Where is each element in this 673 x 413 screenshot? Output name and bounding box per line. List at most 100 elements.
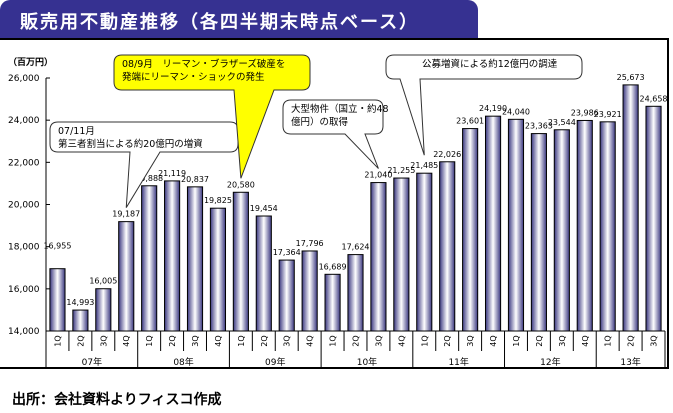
bar [95, 288, 112, 332]
bar [462, 128, 479, 332]
bar-value-label: 21,255 [387, 166, 415, 175]
bar-value-label: 24,658 [640, 94, 668, 103]
x-tick-label: 1Q [604, 335, 613, 346]
bar-value-label: 24,040 [502, 107, 530, 116]
bar [416, 172, 433, 332]
year-label: 10年 [357, 356, 377, 368]
callout-text: 発端にリーマン・ショックの発生 [122, 71, 265, 83]
bar-value-label: 20,888 [135, 174, 163, 183]
bar [209, 207, 227, 332]
bar [301, 250, 318, 332]
bar [141, 185, 158, 332]
x-tick-label: 3Q [283, 335, 292, 346]
bar-value-label: 22,026 [433, 150, 461, 159]
bar [576, 119, 593, 332]
x-tick-label: 2Q [535, 335, 544, 346]
year-label: 07年 [82, 356, 102, 368]
bar-value-label: 16,689 [319, 262, 347, 271]
x-tick-label: 1Q [512, 335, 521, 346]
bar-value-label: 14,993 [66, 298, 94, 307]
bar [255, 215, 272, 332]
x-tick-label: 4Q [306, 335, 315, 346]
title-banner: 販売用不動産推移（各四半期末時点ベース） [0, 0, 478, 38]
bar [439, 161, 456, 332]
bar [507, 118, 525, 332]
x-tick-label: 4Q [214, 335, 223, 346]
x-tick-label: 1Q [420, 335, 429, 346]
bar [484, 115, 502, 332]
bars: 16,955 14,993 16,005 19,187 20,88821,11920,8… [43, 73, 668, 332]
callout-text: 07/11月 [58, 126, 95, 137]
y-tick-label: 20,000 [8, 201, 40, 211]
callout-text: 公募増資による約12億円の調達 [422, 58, 558, 70]
y-tick-label: 26,000 [8, 74, 40, 84]
bar [278, 259, 295, 332]
bar [186, 186, 204, 332]
x-axis: 1Q 2Q 3Q 4Q 1Q 2Q 3Q 4Q 1Q 2Q 3Q 4Q 1Q 2Q 3Q 4Q 1Q 2Q 3Q 4Q… [45, 330, 666, 369]
bar [164, 180, 181, 332]
x-tick-label: 4Q [122, 335, 131, 346]
y-tick-label: 16,000 [8, 285, 40, 295]
bar [370, 182, 387, 332]
x-tick-label: 2Q [260, 335, 269, 346]
x-tick-label: 3Q [99, 335, 108, 346]
bar-value-label: 17,624 [342, 243, 370, 252]
y-axis: 14,000 16,000 18,000 20,000 22,000 24,000 26,0… [8, 74, 50, 337]
x-tick-label: 4Q [581, 335, 590, 346]
bar-value-label: 20,837 [181, 175, 209, 184]
x-tick-label: 1Q [329, 335, 338, 346]
bar-value-label: 17,364 [273, 248, 301, 257]
y-tick-label: 14,000 [8, 327, 40, 337]
callout-text: 第三者割当による約20億円の増資 [58, 138, 203, 150]
x-tick-label: 2Q [168, 335, 177, 346]
bar-value-label: 19,825 [204, 196, 232, 205]
bar [118, 221, 135, 332]
x-tick-label: 2Q [352, 335, 361, 346]
bar-value-label: 24,190 [479, 104, 507, 113]
bar [393, 177, 410, 332]
bar-value-label: 23,986 [571, 108, 599, 117]
bar [530, 133, 547, 332]
y-tick-label: 22,000 [8, 158, 40, 168]
bar [232, 191, 249, 332]
bar-value-label: 21,040 [364, 171, 392, 180]
bar-value-label: 16,005 [89, 277, 117, 286]
bar-value-label: 19,454 [250, 204, 278, 213]
bar [324, 273, 341, 332]
bar [49, 268, 66, 332]
x-tick-label: 2Q [76, 335, 85, 346]
bar-value-label: 25,673 [617, 73, 645, 82]
x-tick-label: 3Q [466, 335, 475, 346]
y-tick-label: 24,000 [8, 116, 40, 126]
x-tick-label: 2Q [627, 335, 636, 346]
year-label: 12年 [540, 356, 560, 368]
callout-bubble [113, 54, 311, 179]
x-tick-label: 1Q [237, 335, 246, 346]
callout-bubble [282, 99, 384, 169]
bar-value-label: 20,580 [227, 180, 255, 189]
year-label: 09年 [265, 356, 285, 368]
year-label: 13年 [620, 356, 640, 368]
callout-text: 億円）の取得 [291, 116, 349, 128]
x-tick-label: 1Q [53, 335, 62, 346]
x-tick-label: 4Q [397, 335, 406, 346]
year-label: 11年 [448, 356, 468, 368]
x-tick-label: 2Q [443, 335, 452, 346]
bar-value-label: 19,187 [112, 210, 140, 219]
callout-text: 大型物件（国立・約48 [291, 103, 389, 115]
x-tick-label: 3Q [650, 335, 659, 346]
chart-title: 販売用不動産推移（各四半期末時点ベース） [20, 12, 420, 33]
bar-value-label: 23,363 [525, 122, 553, 131]
x-tick-label: 4Q [489, 335, 498, 346]
bar [553, 129, 570, 332]
y-tick-label: 18,000 [8, 243, 40, 253]
bar-value-label: 16,955 [43, 242, 71, 251]
x-tick-label: 3Q [558, 335, 567, 346]
bar-value-label: 21,485 [410, 161, 438, 170]
source-note: 出所：会社資料よりフィスコ作成 [12, 392, 222, 408]
y-axis-label: （百万円） [8, 57, 53, 68]
bar-value-label: 23,601 [456, 117, 484, 126]
bar-value-label: 17,796 [296, 239, 324, 248]
